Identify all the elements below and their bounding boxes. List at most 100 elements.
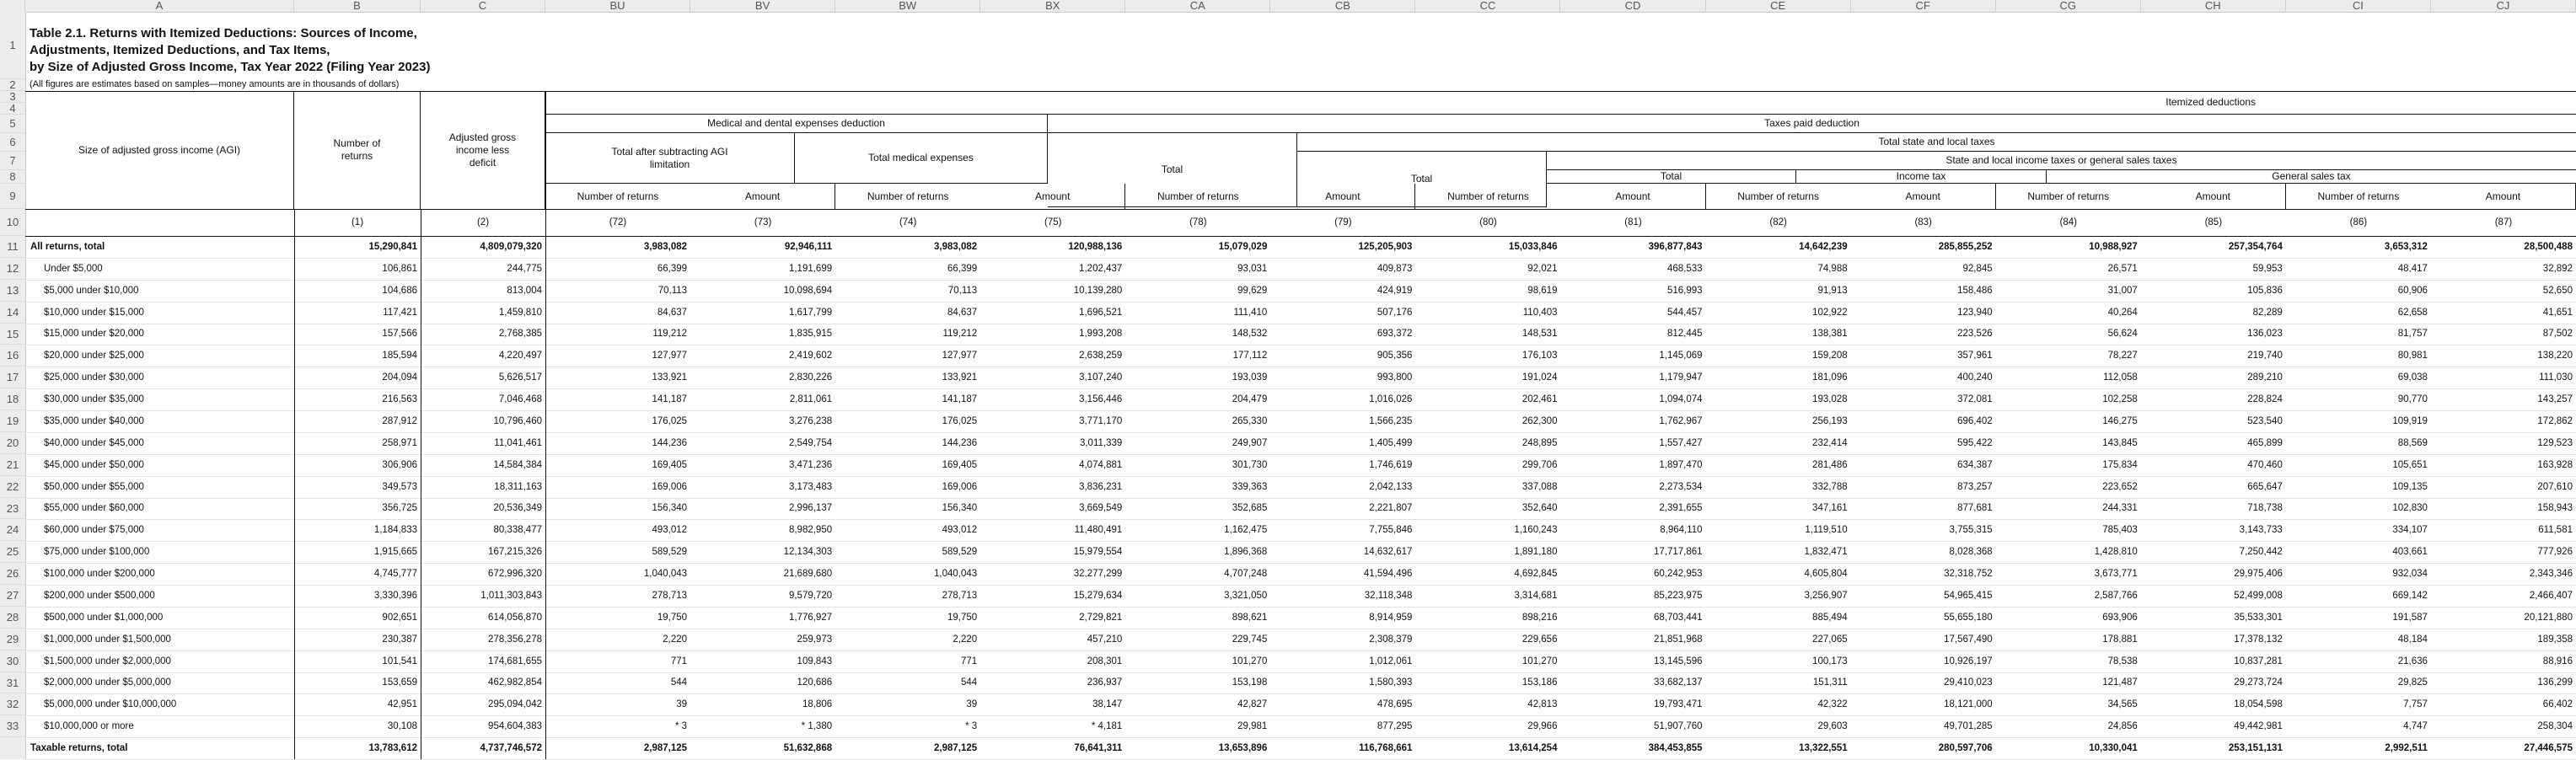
- table-cell[interactable]: 2,549,754: [788, 437, 833, 448]
- table-cell[interactable]: 35,533,301: [2234, 612, 2283, 623]
- table-cell[interactable]: 191,024: [1521, 372, 1558, 383]
- table-cell[interactable]: 669,142: [2392, 590, 2428, 601]
- table-cell[interactable]: 905,356: [1377, 351, 1413, 361]
- table-cell[interactable]: 1,040,043: [643, 569, 688, 580]
- table-cell[interactable]: 932,034: [2392, 569, 2428, 580]
- table-cell[interactable]: 121,487: [2102, 677, 2138, 688]
- table-cell[interactable]: 672,996,320: [488, 569, 542, 580]
- table-cell[interactable]: 12,134,303: [783, 547, 833, 558]
- table-cell[interactable]: 244,331: [2102, 503, 2138, 514]
- table-cell[interactable]: 902,651: [382, 612, 417, 623]
- table-cell[interactable]: 74,988: [1817, 263, 1848, 274]
- row-number-32[interactable]: 32: [0, 693, 25, 716]
- table-cell[interactable]: 11,041,461: [494, 437, 542, 448]
- table-cell[interactable]: 169,405: [652, 459, 688, 470]
- table-cell[interactable]: 3,314,681: [1514, 590, 1558, 601]
- table-cell[interactable]: 1,746,619: [1369, 459, 1413, 470]
- table-cell[interactable]: 478,695: [1377, 699, 1413, 710]
- row-label[interactable]: $40,000 under $45,000: [44, 437, 144, 448]
- table-cell[interactable]: 143,845: [2102, 437, 2138, 448]
- table-cell[interactable]: 52,499,008: [2234, 590, 2283, 601]
- table-cell[interactable]: 278,713: [652, 590, 688, 601]
- table-cell[interactable]: 105,651: [2392, 459, 2428, 470]
- table-cell[interactable]: 249,907: [1232, 437, 1268, 448]
- table-cell[interactable]: 7,250,442: [2239, 547, 2283, 558]
- table-cell[interactable]: 1,915,665: [373, 547, 417, 558]
- table-cell[interactable]: 177,112: [1232, 351, 1268, 361]
- table-cell[interactable]: 52,650: [2542, 285, 2573, 296]
- table-cell[interactable]: 4,747: [2403, 721, 2428, 732]
- row-number-16[interactable]: 16: [0, 345, 25, 367]
- table-cell[interactable]: 1,897,470: [1659, 459, 1703, 470]
- table-cell[interactable]: 8,964,110: [1660, 525, 1703, 536]
- table-cell[interactable]: 153,659: [382, 677, 417, 688]
- table-cell[interactable]: 2,273,534: [1659, 481, 1703, 492]
- table-cell[interactable]: 151,311: [1812, 677, 1848, 688]
- table-cell[interactable]: 3,330,396: [373, 590, 417, 601]
- table-cell[interactable]: 253,151,131: [2228, 743, 2283, 754]
- column-letter-cb[interactable]: CB: [1270, 0, 1416, 12]
- table-cell[interactable]: 4,074,881: [1079, 459, 1123, 470]
- table-cell[interactable]: 21,636: [2397, 656, 2428, 666]
- table-cell[interactable]: 7,046,468: [498, 394, 542, 405]
- column-letter-a[interactable]: A: [25, 0, 294, 12]
- table-cell[interactable]: 133,921: [652, 372, 688, 383]
- table-cell[interactable]: 357,961: [1957, 351, 1993, 361]
- table-cell[interactable]: 38,147: [1092, 699, 1123, 710]
- table-cell[interactable]: 14,632,617: [1363, 547, 1413, 558]
- table-cell[interactable]: 1,993,208: [1079, 329, 1123, 340]
- table-cell[interactable]: 457,210: [1087, 634, 1123, 645]
- table-cell[interactable]: 424,919: [1377, 285, 1413, 296]
- table-cell[interactable]: 102,922: [1812, 307, 1848, 318]
- table-cell[interactable]: 101,541: [382, 656, 417, 666]
- table-cell[interactable]: 55,655,180: [1944, 612, 1993, 623]
- table-cell[interactable]: 174,681,655: [488, 656, 542, 666]
- table-cell[interactable]: 3,673,771: [2094, 569, 2138, 580]
- table-cell[interactable]: 285,855,252: [1938, 241, 1993, 252]
- table-cell[interactable]: 4,605,804: [1804, 569, 1848, 580]
- table-cell[interactable]: 1,160,243: [1514, 525, 1558, 536]
- table-cell[interactable]: 109,919: [2392, 415, 2428, 426]
- row-number-5[interactable]: 5: [0, 115, 25, 133]
- table-cell[interactable]: 85,223,975: [1654, 590, 1703, 601]
- table-cell[interactable]: 544: [961, 677, 978, 688]
- row-label[interactable]: $25,000 under $30,000: [44, 372, 144, 383]
- row-number-25[interactable]: 25: [0, 541, 25, 564]
- table-cell[interactable]: 396,877,843: [1648, 241, 1703, 252]
- table-cell[interactable]: 70,113: [657, 285, 688, 296]
- column-letter-cd[interactable]: CD: [1561, 0, 1706, 12]
- table-cell[interactable]: 2,987,125: [643, 743, 688, 754]
- table-cell[interactable]: 2,391,655: [1659, 503, 1703, 514]
- table-cell[interactable]: 400,240: [1957, 372, 1993, 383]
- table-cell[interactable]: 88,916: [2542, 656, 2573, 666]
- table-cell[interactable]: 24,856: [2107, 721, 2138, 732]
- row-number-21[interactable]: 21: [0, 454, 25, 476]
- table-cell[interactable]: 110,403: [1522, 307, 1558, 318]
- table-cell[interactable]: 2,220: [663, 634, 688, 645]
- table-cell[interactable]: 301,730: [1232, 459, 1268, 470]
- table-cell[interactable]: 120,686: [797, 677, 833, 688]
- table-cell[interactable]: 66,402: [2542, 699, 2573, 710]
- table-cell[interactable]: 2,587,766: [2094, 590, 2138, 601]
- table-cell[interactable]: 41,651: [2542, 307, 2573, 318]
- table-cell[interactable]: 78,227: [2107, 351, 2138, 361]
- table-cell[interactable]: 32,892: [2542, 263, 2573, 274]
- table-cell[interactable]: 116,768,661: [1359, 743, 1413, 754]
- column-letter-cf[interactable]: CF: [1851, 0, 1996, 12]
- table-cell[interactable]: 2,466,407: [2529, 590, 2573, 601]
- column-letter-cg[interactable]: CG: [1996, 0, 2141, 12]
- table-cell[interactable]: 3,011,339: [1079, 437, 1123, 448]
- table-cell[interactable]: 33,682,137: [1654, 677, 1703, 688]
- table-cell[interactable]: 248,895: [1521, 437, 1558, 448]
- column-letter-ch[interactable]: CH: [2141, 0, 2286, 12]
- table-cell[interactable]: 90,770: [2397, 394, 2428, 405]
- row-number-3[interactable]: 3: [0, 91, 25, 103]
- table-cell[interactable]: 14,584,384: [493, 459, 542, 470]
- column-letter-b[interactable]: B: [294, 0, 421, 12]
- table-cell[interactable]: 1,016,026: [1369, 394, 1413, 405]
- table-cell[interactable]: 3,107,240: [1079, 372, 1123, 383]
- table-cell[interactable]: 4,220,497: [498, 351, 542, 361]
- table-cell[interactable]: 1,566,235: [1369, 415, 1413, 426]
- table-cell[interactable]: 13,783,612: [368, 743, 417, 754]
- table-cell[interactable]: 42,827: [1237, 699, 1268, 710]
